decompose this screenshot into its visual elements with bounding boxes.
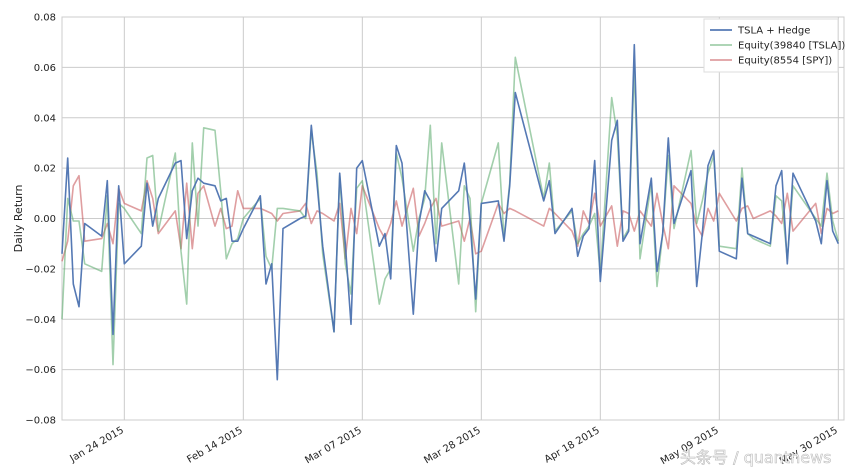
x-tick-label: Feb 14 2015 (185, 425, 244, 466)
series-line-equity-39840-tsla (61, 56, 840, 366)
y-tick-label: −0.06 (25, 365, 56, 376)
y-axis-label: Daily Return (12, 185, 25, 253)
series-line-tsla-hedge (61, 43, 840, 381)
y-tick-label: 0.04 (34, 113, 56, 124)
y-tick-label: −0.02 (25, 264, 56, 275)
grid-lines (62, 16, 844, 421)
x-tick-label: Mar 07 2015 (303, 425, 363, 466)
legend-label: Equity(8554 [SPY]) (738, 56, 832, 67)
legend: TSLA + Hedge Equity(39840 [TSLA]) Equity(8… (703, 18, 845, 73)
y-tick-label: 0.08 (34, 13, 56, 24)
x-tick-label: Apr 18 2015 (543, 425, 602, 465)
series-layer (61, 43, 840, 381)
x-tick-label: Jan 24 2015 (68, 425, 126, 465)
y-tick-label: −0.04 (25, 315, 56, 326)
legend-label: Equity(39840 [TSLA]) (738, 41, 845, 52)
y-tick-labels: −0.08 −0.06 −0.04 −0.02 0.00 0.02 0.04 0.06 0.08 (25, 13, 56, 427)
watermark-text: 头条号 / quantnews (680, 448, 832, 467)
y-tick-label: −0.08 (25, 416, 56, 427)
x-tick-label: Mar 28 2015 (422, 425, 482, 466)
y-tick-label: 0.00 (34, 214, 56, 225)
legend-label: TSLA + Hedge (737, 26, 810, 37)
y-tick-label: 0.06 (34, 63, 56, 74)
y-tick-label: 0.02 (34, 164, 56, 175)
